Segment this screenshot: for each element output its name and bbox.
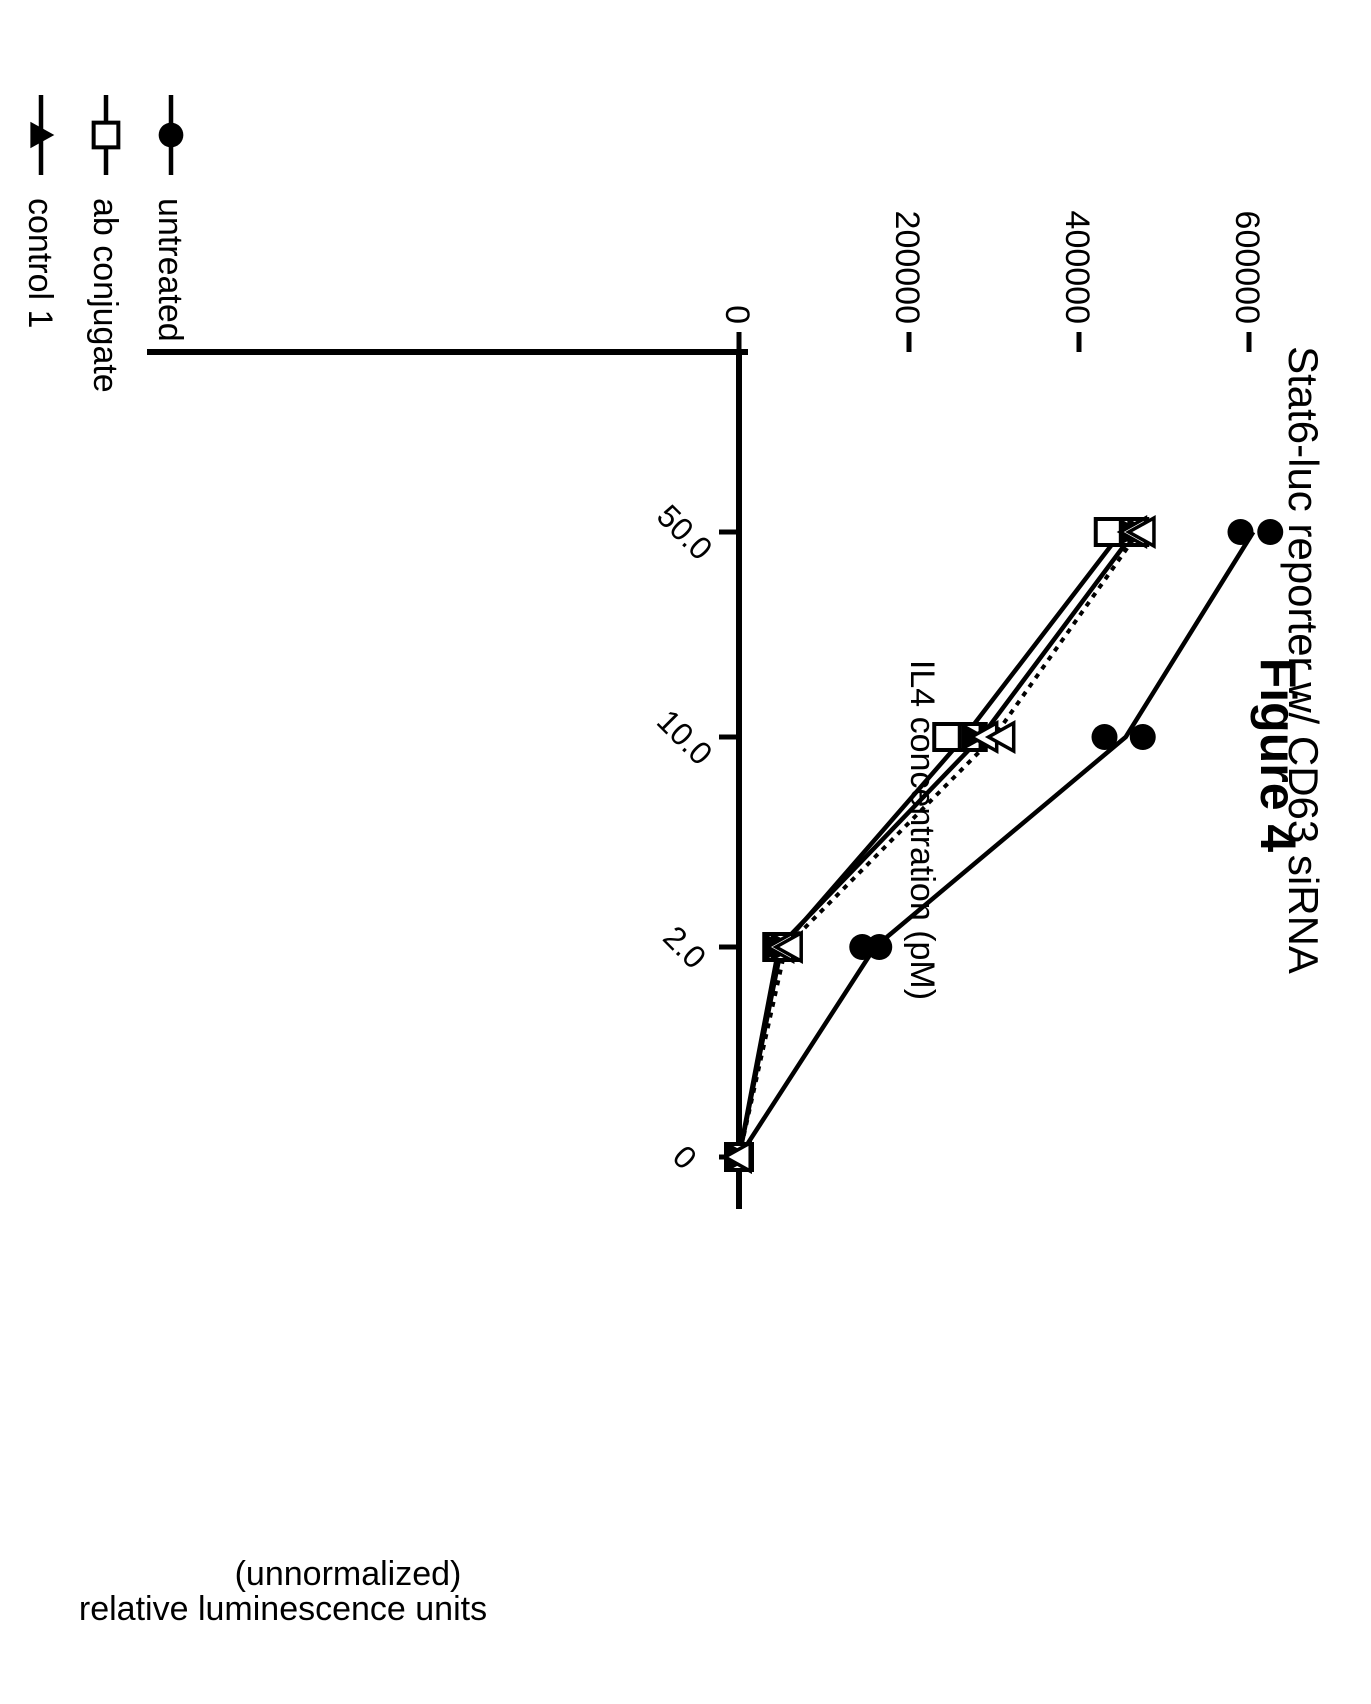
x-tick-label: 10.0 [650, 702, 719, 771]
y-tick-label: 0 [718, 305, 756, 324]
series-line-control-2 [737, 530, 1141, 1158]
x-tick-label: 0 [666, 1138, 704, 1176]
x-ticks: 0 2.0 10.0 50.0 [650, 497, 739, 1176]
data-point [772, 930, 803, 964]
legend-marker [158, 122, 184, 148]
x-tick-label: 2.0 [656, 919, 713, 976]
y-tick-label: 600000 [1228, 211, 1266, 324]
y-ticks: 0 200000 400000 600000 [718, 211, 1266, 352]
chart-title: Stat6-luc reporter w/ CD63 siRNA [1280, 346, 1327, 974]
y-axis-label-line2: (unnormalized) [235, 1555, 462, 1593]
rotated-chart-group: Stat6-luc reporter w/ CD63 siRNA 0 200000… [21, 95, 1327, 1628]
y-axis-label-line1: relative luminescence units [79, 1590, 487, 1628]
data-point [984, 720, 1016, 754]
legend-label: untreated [151, 198, 189, 342]
figure-label: Figure 4 [1250, 658, 1306, 853]
series-line-control-1 [736, 530, 1137, 1158]
x-axis-label: IL4 concentration (pM) [903, 660, 941, 1000]
legend-label: ab conjugate [86, 198, 124, 393]
data-point [1257, 519, 1284, 545]
series-lines [736, 530, 1256, 1159]
data-point [1091, 724, 1118, 750]
legend-marker [30, 121, 55, 149]
data-point [1129, 724, 1156, 750]
data-point [721, 1140, 752, 1174]
series-line-untreated [737, 530, 1256, 1159]
data-markers [721, 515, 1284, 1174]
data-point [1227, 519, 1254, 545]
y-tick-label: 400000 [1058, 211, 1096, 324]
data-point [1125, 515, 1156, 549]
y-tick-label: 200000 [888, 211, 926, 324]
legend-label: control 1 [21, 198, 59, 328]
x-tick-label: 50.0 [650, 497, 719, 566]
legend-marker [91, 120, 121, 150]
data-point [866, 934, 893, 960]
